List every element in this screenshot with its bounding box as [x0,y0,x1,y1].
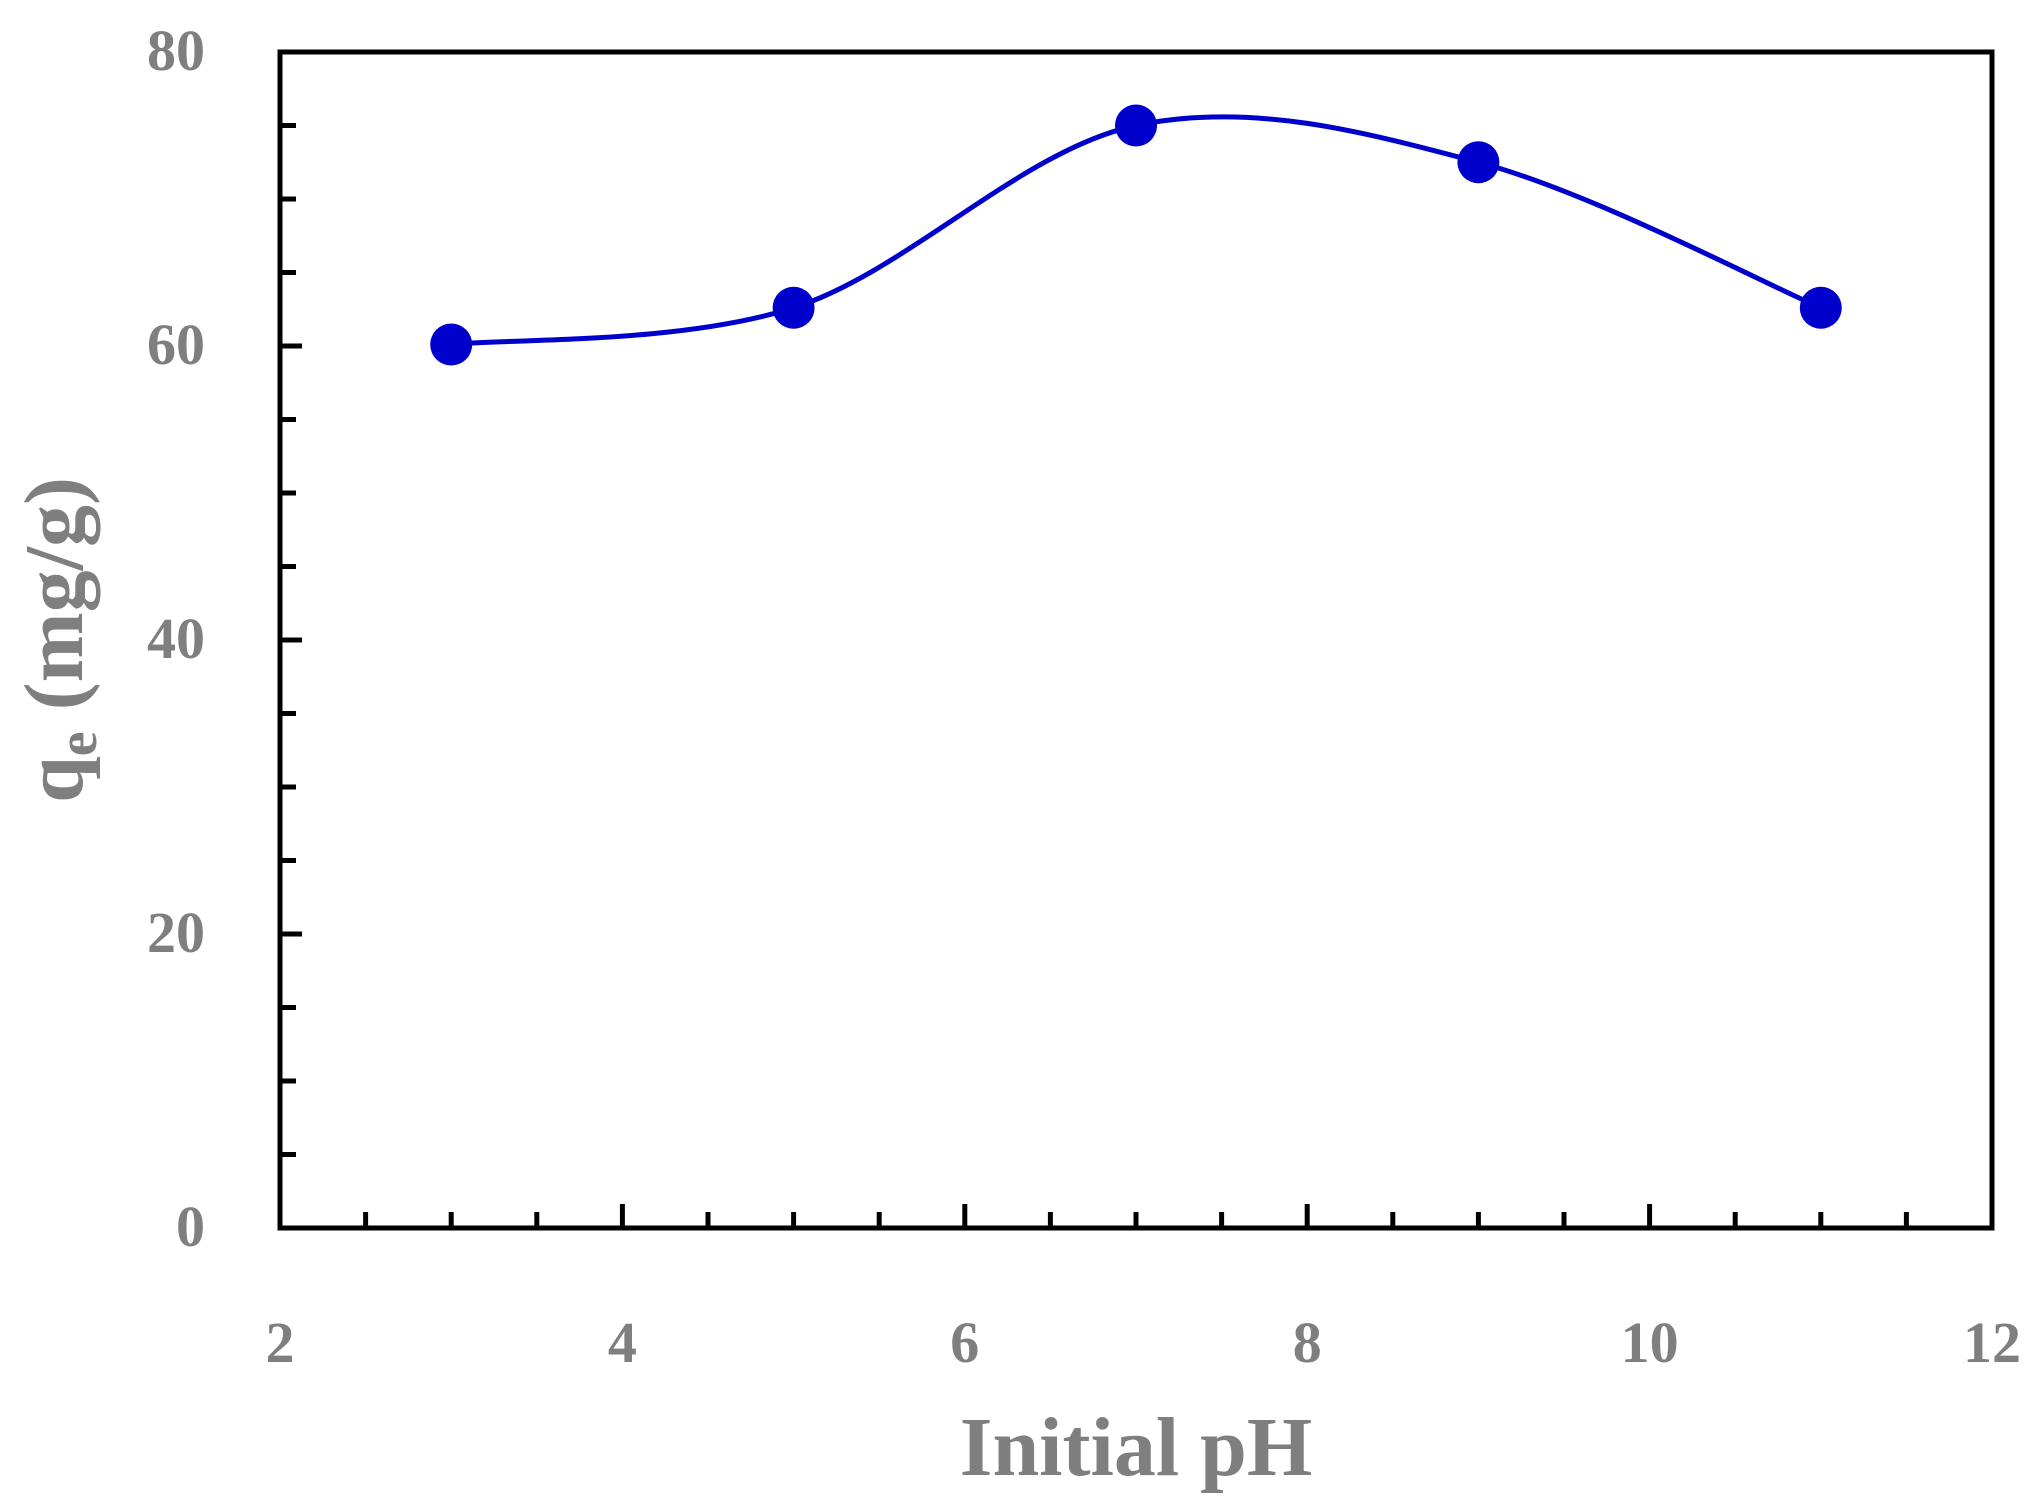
y-axis-title-subscript: e [47,731,109,756]
x-tick-label: 12 [1963,1310,2021,1375]
x-tick-label: 2 [266,1310,295,1375]
y-axis-title-main: q [8,756,101,803]
y-tick-label: 40 [147,606,205,671]
data-point [430,323,473,366]
y-axis-title-unit: (mg/g) [8,477,101,731]
y-tick-labels: 0 20 40 60 80 [147,18,205,1259]
plot-area-frame [277,49,1995,1231]
series-line [450,114,1822,348]
data-point [1457,141,1500,184]
y-tick-label: 60 [147,312,205,377]
x-tick-label: 10 [1621,1310,1679,1375]
x-tick-label: 4 [608,1310,637,1375]
y-tick-label: 20 [147,900,205,965]
y-tick-label: 80 [147,18,205,83]
x-tick-label: 8 [1293,1310,1322,1375]
x-axis-title: Initial pH [960,1401,1312,1494]
minor-ticks [280,123,1909,1228]
major-ticks [280,343,1653,1228]
data-point [772,286,815,329]
x-tick-label: 6 [950,1310,979,1375]
x-tick-labels: 2 4 6 8 10 12 [266,1310,2022,1375]
series-layer [430,104,1842,366]
data-point [1799,286,1842,329]
data-point [1115,104,1157,147]
y-tick-label: 0 [176,1194,205,1259]
y-axis-title: qe (mg/g) [8,477,109,803]
